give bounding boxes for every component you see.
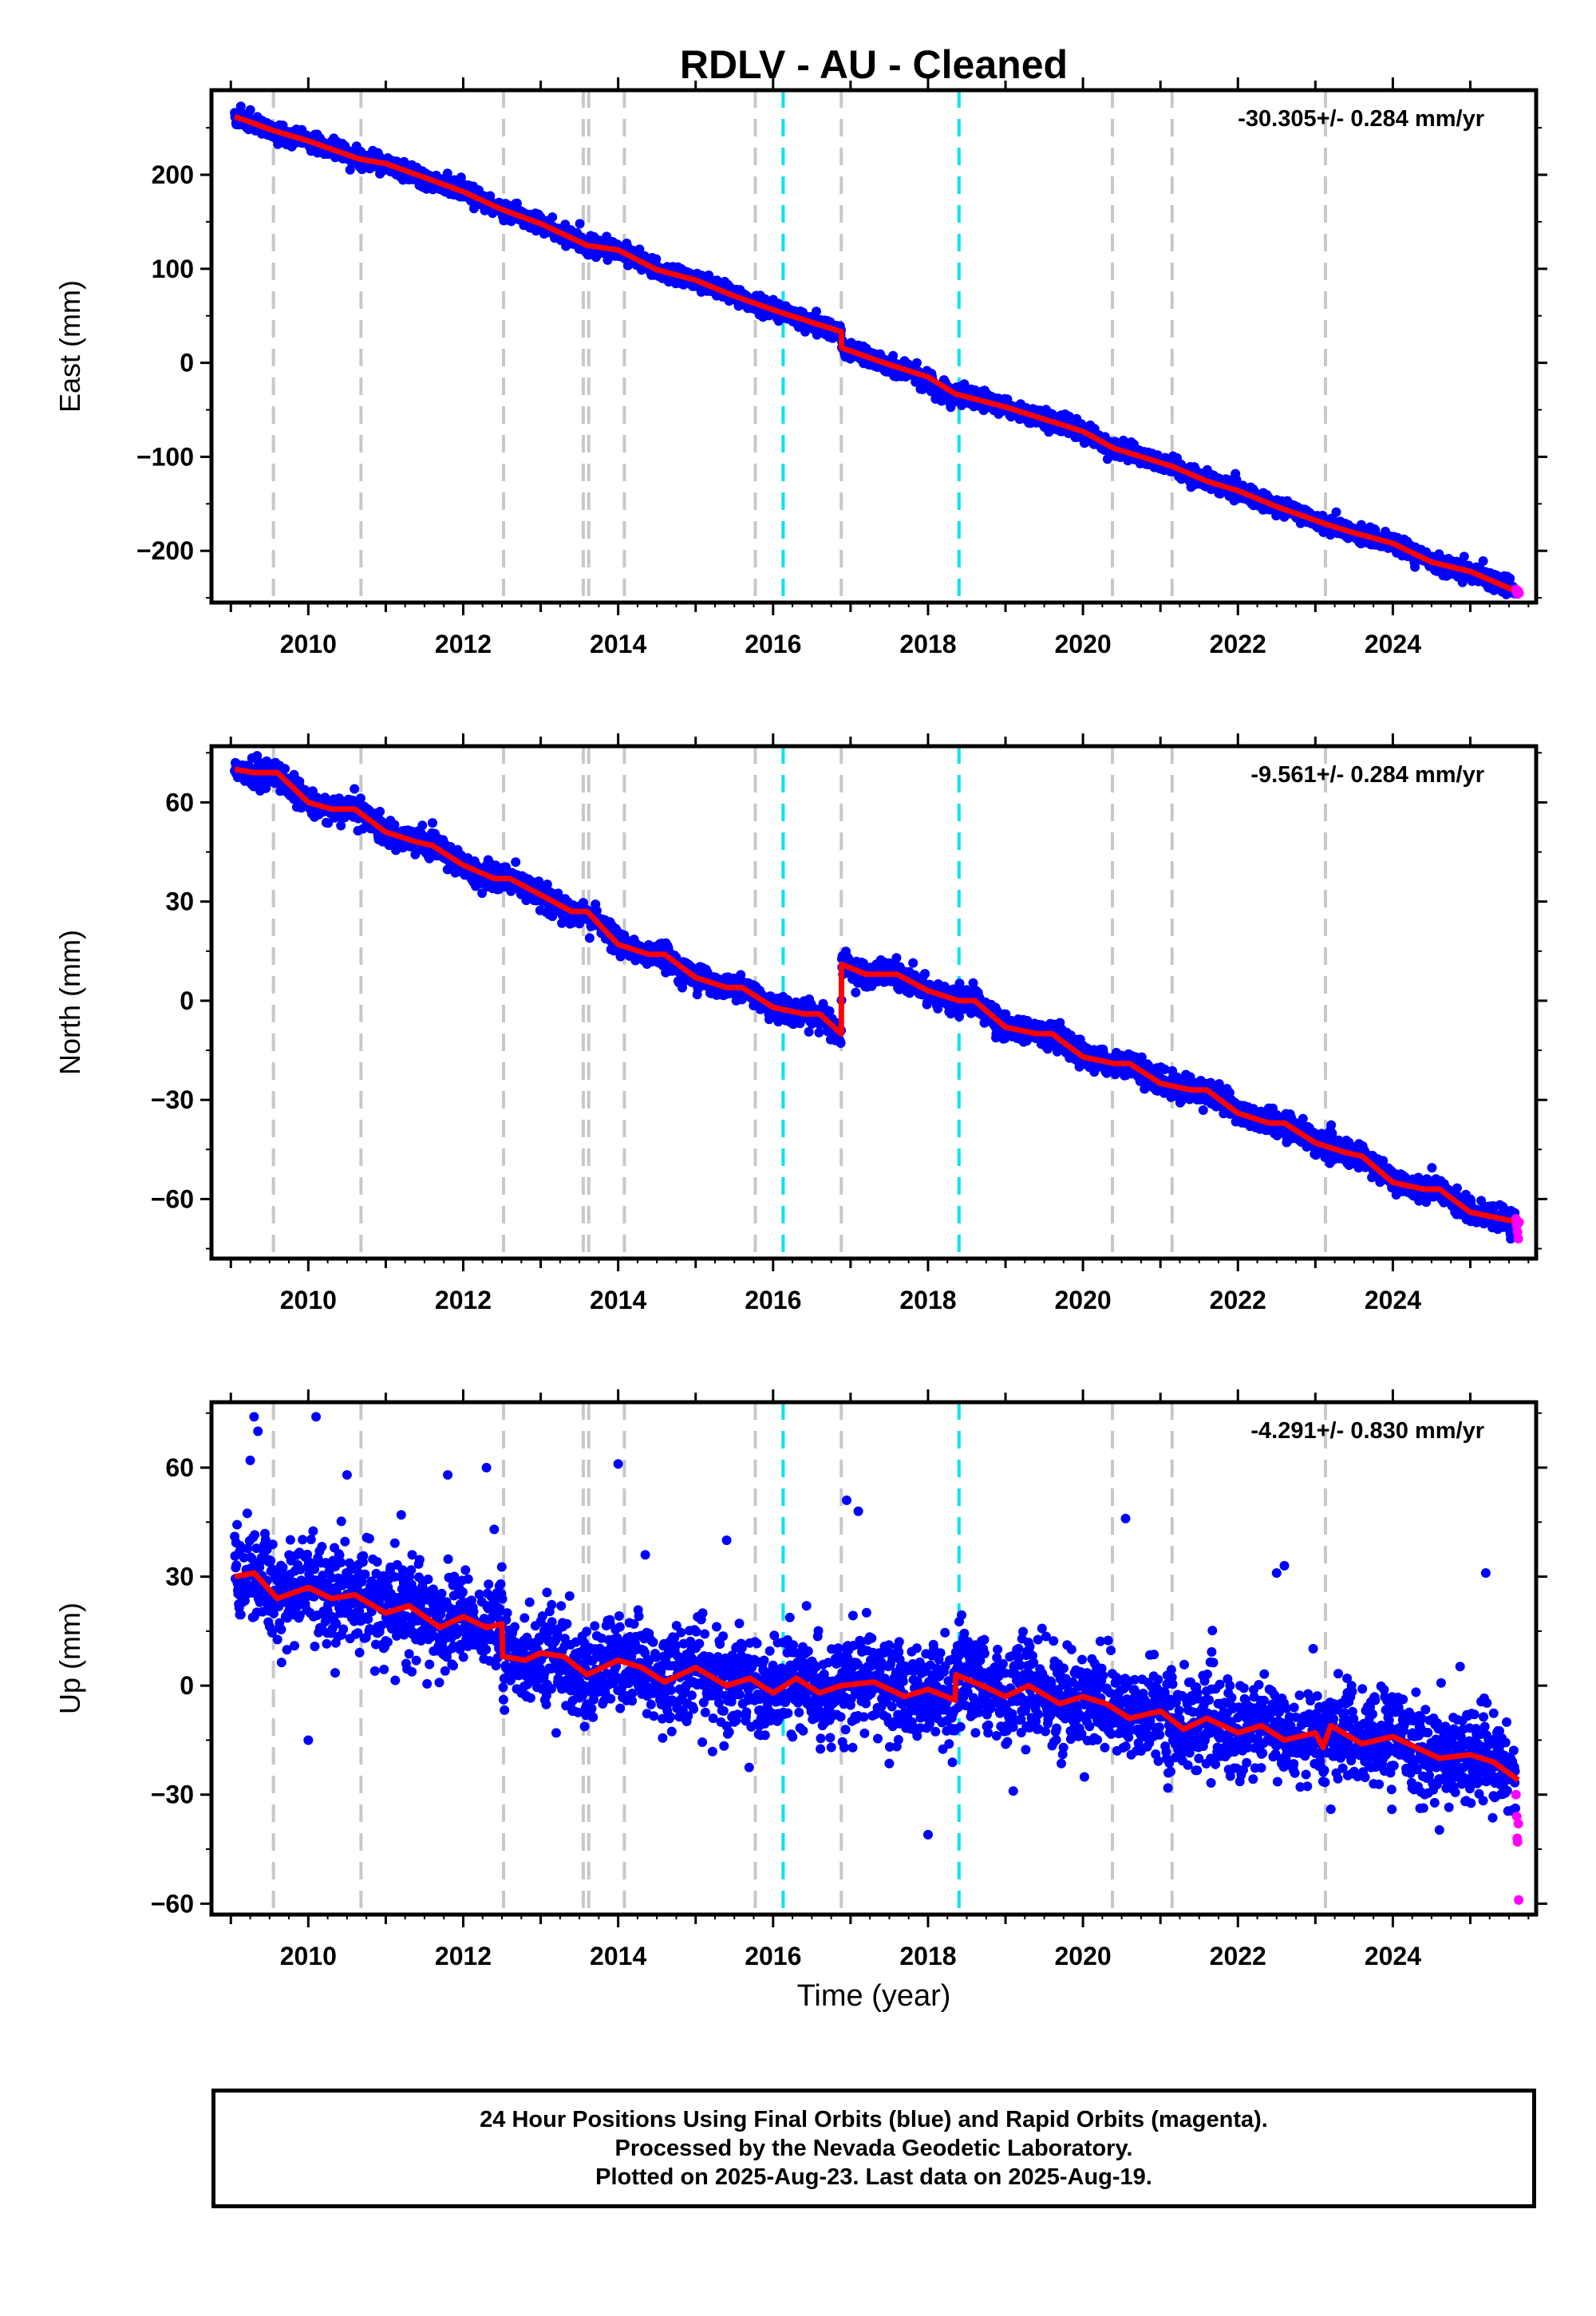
- x-tick-label: 2020: [1055, 630, 1112, 658]
- data-point: [911, 358, 922, 368]
- data-point: [245, 105, 255, 115]
- data-point: [1505, 573, 1515, 583]
- data-point: [591, 252, 601, 263]
- x-tick-label: 2010: [280, 630, 337, 658]
- data-point: [280, 764, 290, 774]
- data-point: [1331, 507, 1341, 517]
- y-tick-label: −100: [136, 442, 194, 471]
- data-point: [591, 906, 602, 916]
- data-point: [584, 933, 595, 943]
- data-point: [553, 888, 563, 899]
- y-tick-label: 200: [152, 160, 194, 189]
- data-point: [511, 857, 521, 868]
- x-tick-label: 2022: [1210, 630, 1266, 658]
- x-tick-label: 2014: [590, 630, 646, 658]
- rapid-orbit-points: [1511, 584, 1524, 599]
- data-point: [812, 306, 821, 317]
- data-point: [651, 254, 662, 264]
- plot-area: [230, 90, 1524, 603]
- data-point: [235, 101, 246, 112]
- data-point: [389, 820, 400, 830]
- chart-title: RDLV - AU - Cleaned: [680, 42, 1068, 87]
- y-tick-label: 0: [180, 349, 194, 377]
- data-point: [336, 820, 346, 831]
- data-point: [542, 879, 552, 890]
- x-tick-label: 2012: [435, 630, 492, 658]
- x-tick-label: 2016: [745, 630, 801, 658]
- plot-area: [230, 746, 1524, 1259]
- data-point: [375, 806, 385, 816]
- data-point: [350, 784, 360, 794]
- data-point: [547, 212, 558, 223]
- panel-east: −200 −100 0 100 200 2010 2012 2014 2016 2018 2020 2…: [53, 77, 1547, 658]
- y-tick-label: 100: [152, 255, 194, 283]
- data-point: [417, 820, 428, 831]
- data-point: [428, 818, 437, 828]
- y-axis-label: East (mm): [53, 280, 86, 413]
- data-point: [323, 818, 334, 828]
- data-point: [1064, 411, 1074, 421]
- y-tick-label: −200: [136, 536, 194, 565]
- rate-label: -30.305+/- 0.284 mm/yr: [1238, 106, 1484, 132]
- data-point: [477, 888, 488, 899]
- data-point: [1478, 556, 1488, 566]
- panel-frame: [209, 88, 1539, 605]
- data-point: [575, 219, 585, 229]
- final-orbit-points: [230, 751, 1520, 1244]
- x-tick-label: 2024: [1365, 630, 1421, 658]
- data-point: [1457, 577, 1468, 587]
- x-tick-label: 2018: [899, 630, 956, 658]
- data-point: [355, 793, 365, 804]
- data-point: [634, 244, 645, 255]
- data-point: [575, 919, 585, 929]
- data-point: [1459, 551, 1469, 562]
- data-point: [888, 350, 899, 361]
- model-line: [233, 113, 1520, 595]
- rapid-point: [1514, 588, 1524, 599]
